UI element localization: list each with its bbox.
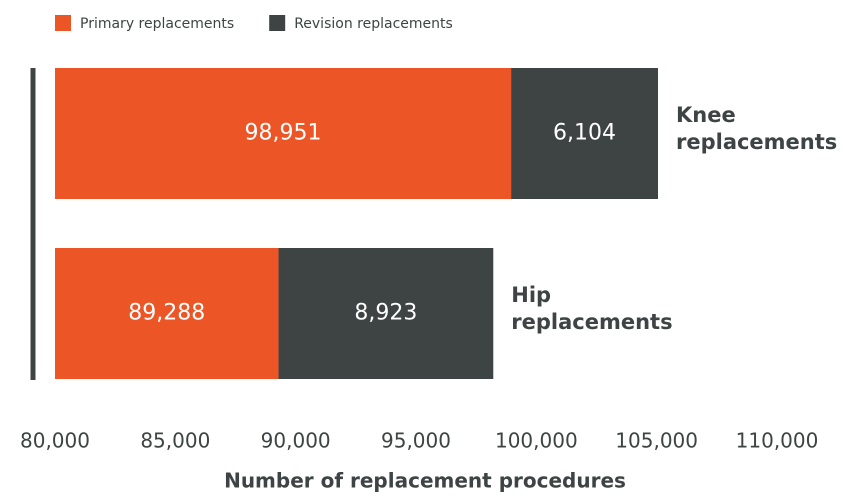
value-label: 89,288 xyxy=(128,301,205,326)
x-tick-label: 85,000 xyxy=(140,429,210,453)
x-axis-title: Number of replacement procedures xyxy=(224,469,626,493)
value-label: 6,104 xyxy=(553,121,616,146)
legend-swatch xyxy=(55,15,71,31)
legend-label: Primary replacements xyxy=(80,16,234,32)
value-label: 98,951 xyxy=(245,121,322,146)
x-tick-label: 100,000 xyxy=(495,429,578,453)
x-tick-label: 80,000 xyxy=(20,429,90,453)
bar-segment xyxy=(55,68,512,199)
category-label: Knee replacements xyxy=(675,103,838,155)
x-tick-label: 110,000 xyxy=(736,429,819,453)
value-label: 8,923 xyxy=(354,301,417,326)
x-tick-label: 105,000 xyxy=(615,429,698,453)
legend-label: Revision replacements xyxy=(294,16,453,32)
x-tick-label: 95,000 xyxy=(381,429,451,453)
bar-segment xyxy=(278,248,494,379)
x-tick-label: 90,000 xyxy=(261,429,331,453)
category-label: Hip replacements xyxy=(511,283,673,335)
bar-segment xyxy=(55,248,279,379)
legend-swatch xyxy=(269,15,286,31)
bar-segment xyxy=(511,68,658,199)
